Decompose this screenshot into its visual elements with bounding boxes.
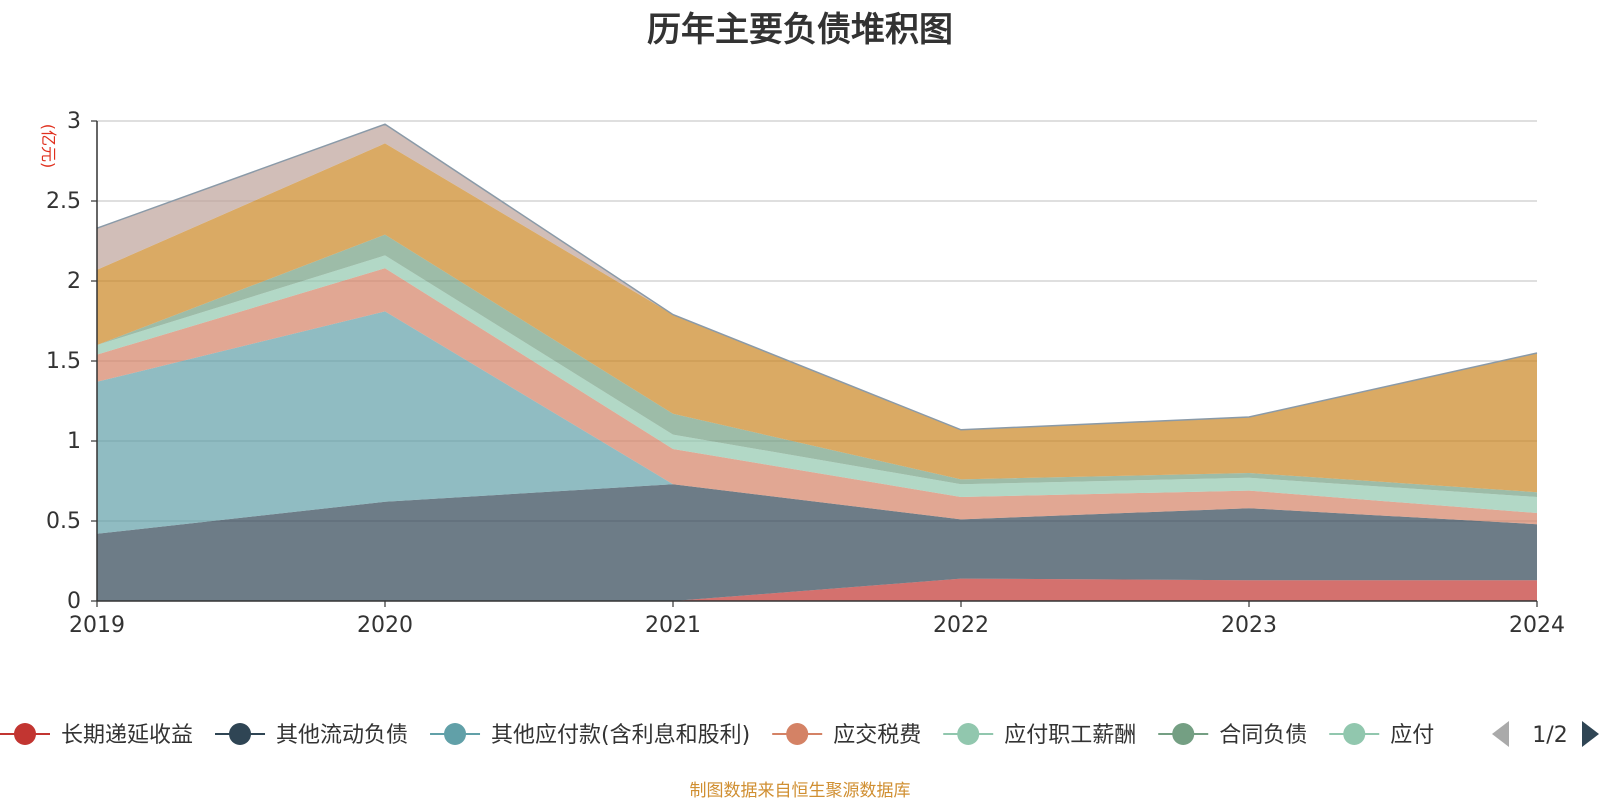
y-tick-label: 2 bbox=[67, 269, 81, 294]
data-source-note: 制图数据来自恒生聚源数据库 bbox=[689, 781, 911, 801]
area-series-2 bbox=[97, 311, 1537, 534]
x-tick-label: 2019 bbox=[69, 613, 125, 638]
legend-next-page-icon[interactable] bbox=[1582, 721, 1599, 747]
legend-label: 合同负债 bbox=[1219, 723, 1307, 748]
x-tick-label: 2024 bbox=[1509, 613, 1565, 638]
legend-marker bbox=[444, 723, 467, 745]
x-tick-label: 2023 bbox=[1221, 613, 1277, 638]
legend-item[interactable]: 应付职工薪酬 bbox=[943, 723, 1136, 748]
y-tick-label: 1.5 bbox=[46, 349, 81, 374]
legend-item[interactable]: 长期递延收益 bbox=[0, 723, 193, 748]
axes: 0 0.5 1 1.5 2 2.5 3 2019 2020 2021 2022 2023 2024 (亿元… bbox=[39, 109, 1565, 638]
legend-marker bbox=[1172, 723, 1195, 745]
legend-item[interactable]: 合同负债 bbox=[1158, 723, 1307, 748]
area-series-1 bbox=[97, 484, 1537, 601]
legend: 长期递延收益 其他流动负债 其他应付款(含利息和股利) 应交税费 应付职工薪酬 合同负债 应… bbox=[0, 721, 1599, 748]
area-series-6 bbox=[97, 143, 1537, 493]
y-axis-unit-label: (亿元) bbox=[39, 124, 58, 169]
area-series-group bbox=[96, 123, 1538, 601]
legend-marker bbox=[1343, 723, 1366, 745]
legend-label: 应付 bbox=[1390, 723, 1434, 748]
legend-label: 其他流动负债 bbox=[276, 723, 408, 748]
legend-marker bbox=[14, 723, 36, 745]
legend-prev-page-icon[interactable] bbox=[1492, 721, 1509, 747]
legend-label: 其他应付款(含利息和股利) bbox=[491, 723, 750, 748]
legend-label: 应交税费 bbox=[833, 723, 921, 748]
y-tick-label: 0.5 bbox=[46, 509, 81, 534]
stack-top-outline bbox=[96, 123, 1538, 431]
legend-item[interactable]: 应付 bbox=[1329, 723, 1434, 748]
legend-marker bbox=[786, 723, 809, 745]
x-tick-label: 2021 bbox=[645, 613, 701, 638]
y-tick-label: 3 bbox=[67, 109, 81, 134]
legend-item[interactable]: 应交税费 bbox=[772, 723, 921, 748]
area-series-3 bbox=[97, 268, 1537, 525]
legend-page-indicator: 1/2 bbox=[1532, 723, 1567, 748]
legend-label: 应付职工薪酬 bbox=[1004, 723, 1136, 748]
legend-items: 长期递延收益 其他流动负债 其他应付款(含利息和股利) 应交税费 应付职工薪酬 合同负债 应… bbox=[0, 723, 1434, 748]
legend-label: 长期递延收益 bbox=[61, 723, 193, 748]
chart-title: 历年主要负债堆积图 bbox=[647, 10, 953, 50]
legend-item[interactable]: 其他流动负债 bbox=[215, 723, 408, 748]
x-tick-label: 2020 bbox=[357, 613, 413, 638]
y-tick-label: 1 bbox=[67, 429, 81, 454]
x-tick-label: 2022 bbox=[933, 613, 989, 638]
legend-marker bbox=[229, 723, 252, 745]
y-tick-label: 2.5 bbox=[46, 189, 81, 214]
legend-item[interactable]: 其他应付款(含利息和股利) bbox=[430, 723, 750, 748]
y-tick-label: 0 bbox=[67, 589, 81, 614]
area-series-4 bbox=[97, 255, 1537, 513]
legend-marker bbox=[957, 723, 980, 745]
